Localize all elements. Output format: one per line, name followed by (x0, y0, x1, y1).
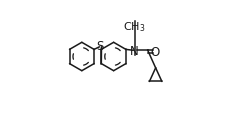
Text: S: S (97, 40, 104, 53)
Text: O: O (151, 46, 160, 59)
Text: CH$_3$: CH$_3$ (123, 20, 146, 33)
Text: N: N (130, 44, 139, 57)
